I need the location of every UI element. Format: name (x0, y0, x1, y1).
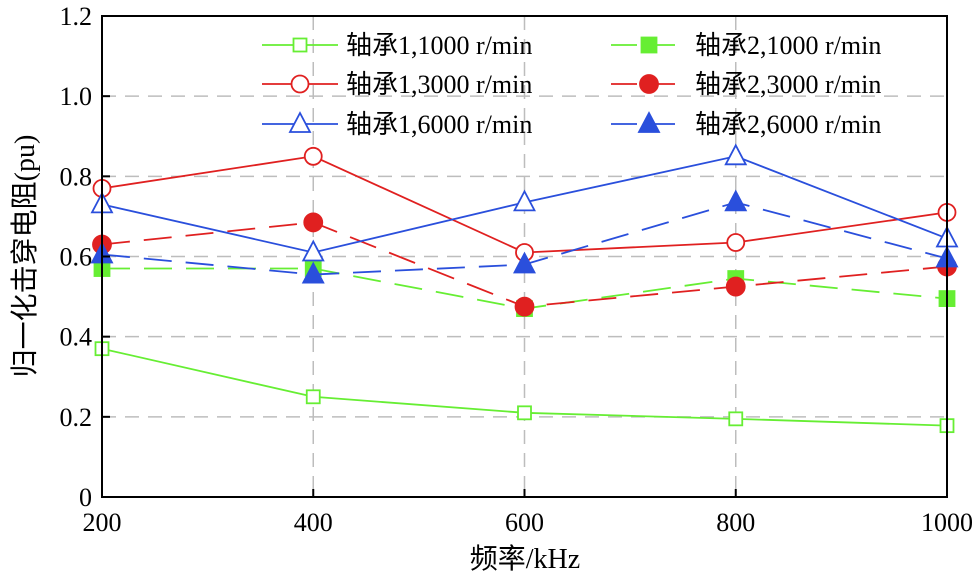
data-point (305, 389, 321, 405)
data-point (725, 276, 746, 297)
data-point (513, 251, 536, 274)
y-tick-label: 0.2 (60, 403, 93, 432)
legend-item: 轴承1,6000 r/min (262, 110, 532, 139)
legend-swatch-marker (292, 37, 308, 53)
legend-swatch-marker (637, 111, 661, 133)
legend-label: 轴承2,6000 r/min (695, 110, 881, 139)
series-4 (92, 212, 957, 317)
y-axis-label: 归一化击穿电阻(pu) (9, 135, 41, 378)
legend-label: 轴承2,3000 r/min (695, 70, 881, 99)
legend-label: 轴承1,1000 r/min (346, 31, 532, 60)
x-tick-label: 1000 (921, 508, 973, 537)
legend-item: 轴承2,6000 r/min (611, 110, 881, 139)
data-point (301, 261, 325, 284)
legend-swatch-marker (639, 74, 659, 94)
y-tick-label: 0.4 (60, 323, 93, 352)
data-point (724, 189, 748, 212)
x-tick-label: 600 (505, 508, 544, 537)
legend-label: 轴承2,1000 r/min (695, 31, 881, 60)
y-tick-label: 0.8 (60, 162, 93, 191)
data-point (517, 405, 532, 421)
x-tick-label: 800 (716, 508, 755, 537)
data-point (726, 233, 746, 252)
data-point (303, 146, 323, 166)
data-point (728, 411, 744, 427)
legend-swatch-marker (640, 36, 658, 54)
legend-swatch-marker (288, 111, 312, 133)
series-1 (94, 341, 955, 434)
legend-label: 轴承1,6000 r/min (346, 110, 532, 139)
legend-item: 轴承2,1000 r/min (611, 31, 881, 60)
legend-item: 轴承1,3000 r/min (262, 70, 532, 99)
x-tick-label: 200 (83, 508, 122, 537)
axis-ticks: 0 0.2 0.4 0.6 0.8 1.0 1.2 200 400 600 800 1000 (60, 2, 974, 537)
data-point (724, 143, 748, 166)
y-tick-label: 0.6 (60, 243, 93, 272)
data-point (513, 189, 536, 212)
y-tick-label: 1.0 (60, 82, 93, 111)
legend-swatch-marker (290, 74, 310, 94)
y-tick-label: 0 (79, 483, 92, 512)
data-point (303, 212, 324, 233)
y-tick-label: 1.2 (60, 2, 93, 31)
legend-item: 轴承1,1000 r/min (262, 31, 532, 60)
data-point (514, 296, 535, 317)
x-axis-label: 频率/kHz (470, 543, 580, 575)
x-tick-label: 400 (294, 508, 333, 537)
legend-label: 轴承1,3000 r/min (346, 70, 532, 99)
data-point (301, 239, 325, 262)
legend: 轴承1,1000 r/min 轴承2,1000 r/min 轴承1,3000 r/m… (262, 31, 881, 139)
legend-item: 轴承2,3000 r/min (611, 70, 881, 99)
